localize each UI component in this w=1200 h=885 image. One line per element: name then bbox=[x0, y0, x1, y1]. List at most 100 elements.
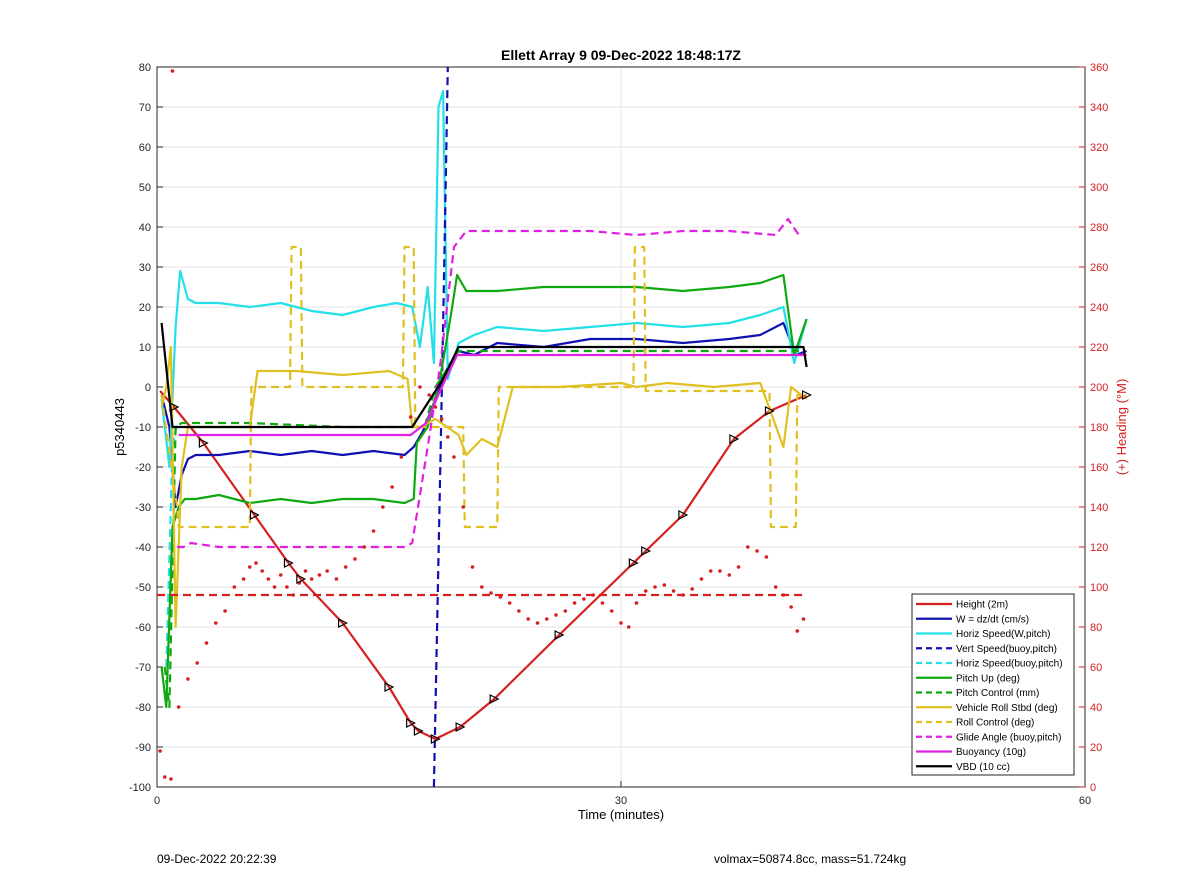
legend-label: Vert Speed(buoy,pitch) bbox=[956, 644, 1057, 655]
series-vehicle-roll-stbd-deg bbox=[160, 345, 808, 629]
y-axis-label: p5340443 bbox=[112, 398, 127, 456]
data-point bbox=[480, 585, 484, 589]
y2-tick-label: 80 bbox=[1090, 622, 1102, 634]
legend-label: W = dz/dt (cm/s) bbox=[956, 614, 1029, 625]
series-pitch-up-deg bbox=[160, 273, 808, 709]
data-point bbox=[708, 569, 713, 573]
y-axis-right: 0 20 40 60 80 100 120 140 160 180 200 220 240 260 280 3… bbox=[1079, 62, 1108, 794]
series-height-2m bbox=[159, 390, 808, 741]
y2-tick-label: 300 bbox=[1090, 182, 1108, 194]
data-point bbox=[572, 601, 577, 605]
y2-tick-label: 240 bbox=[1090, 302, 1108, 314]
y2-tick-label: 200 bbox=[1090, 382, 1108, 394]
legend-label: Horiz Speed(W,pitch) bbox=[956, 629, 1050, 640]
height-marker bbox=[764, 406, 775, 416]
series-vert-speed-buoy-pitch bbox=[432, 66, 449, 788]
data-point bbox=[643, 589, 648, 593]
data-point bbox=[626, 625, 631, 629]
data-point bbox=[186, 677, 190, 681]
x-tick-label: 60 bbox=[1079, 795, 1091, 807]
y-tick-label: 30 bbox=[139, 262, 151, 274]
data-point bbox=[204, 641, 209, 645]
y-tick-label: 50 bbox=[139, 182, 151, 194]
data-point bbox=[408, 415, 413, 419]
y2-tick-label: 0 bbox=[1090, 782, 1096, 794]
y2-tick-label: 220 bbox=[1090, 342, 1108, 354]
series-glide-angle-buoy-pitch bbox=[177, 217, 800, 549]
data-point bbox=[162, 775, 167, 779]
footer-params: volmax=50874.8cc, mass=51.724kg bbox=[714, 852, 907, 866]
data-point bbox=[718, 569, 722, 573]
data-point bbox=[699, 577, 704, 581]
data-point bbox=[353, 557, 357, 561]
series-roll-control-deg bbox=[160, 245, 807, 529]
data-point bbox=[325, 569, 329, 573]
data-point bbox=[764, 555, 769, 559]
data-point bbox=[554, 613, 558, 617]
data-point bbox=[303, 569, 308, 573]
series-buoyancy-10g bbox=[178, 353, 807, 437]
y2-tick-label: 340 bbox=[1090, 102, 1108, 114]
y-tick-label: 60 bbox=[139, 142, 151, 154]
data-point bbox=[170, 69, 175, 73]
data-point bbox=[223, 609, 227, 613]
y2-tick-label: 280 bbox=[1090, 222, 1108, 234]
data-point bbox=[461, 505, 466, 509]
data-point bbox=[248, 565, 252, 569]
data-point bbox=[309, 577, 314, 581]
data-point bbox=[736, 565, 741, 569]
y2-tick-label: 260 bbox=[1090, 262, 1108, 274]
data-point bbox=[609, 609, 614, 613]
height-marker bbox=[198, 438, 209, 448]
footer-timestamp: 09-Dec-2022 20:22:39 bbox=[157, 852, 277, 866]
data-point bbox=[169, 777, 173, 781]
height-marker bbox=[283, 558, 294, 568]
x-axis: 0 30 60 bbox=[154, 781, 1091, 807]
y-tick-label: 80 bbox=[139, 62, 151, 74]
height-marker bbox=[729, 434, 740, 444]
y-tick-label: 0 bbox=[145, 382, 151, 394]
legend-label: Roll Control (deg) bbox=[956, 718, 1034, 729]
legend-label: Buoyancy (10g) bbox=[956, 747, 1026, 758]
y-tick-label: 70 bbox=[139, 102, 151, 114]
data-point bbox=[381, 505, 385, 509]
y-tick-label: 40 bbox=[139, 222, 151, 234]
y-tick-label: -100 bbox=[129, 782, 151, 794]
data-point bbox=[418, 385, 422, 389]
data-point bbox=[600, 601, 605, 605]
data-point bbox=[278, 573, 283, 577]
data-point bbox=[452, 455, 456, 459]
data-point bbox=[195, 661, 200, 665]
height-marker bbox=[678, 510, 689, 520]
data-point bbox=[517, 609, 521, 613]
height-marker bbox=[169, 402, 180, 412]
height-marker bbox=[406, 718, 416, 728]
data-point bbox=[795, 629, 800, 633]
x-axis-label: Time (minutes) bbox=[578, 807, 664, 822]
series-vbd-10-cc bbox=[160, 322, 808, 429]
data-point bbox=[563, 609, 568, 613]
y2-tick-label: 320 bbox=[1090, 142, 1108, 154]
height-marker bbox=[554, 630, 565, 640]
x-tick-label: 30 bbox=[615, 795, 627, 807]
data-point bbox=[445, 435, 450, 439]
height-marker bbox=[413, 726, 424, 736]
height-marker bbox=[801, 390, 812, 400]
y2-axis-label: (+) Heading (°M) bbox=[1114, 379, 1129, 476]
data-point bbox=[433, 405, 438, 409]
y2-tick-label: 360 bbox=[1090, 62, 1108, 74]
series-heading-outlier bbox=[170, 69, 175, 73]
data-point bbox=[535, 621, 540, 625]
height-marker bbox=[338, 618, 348, 628]
legend-label: Glide Angle (buoy,pitch) bbox=[956, 732, 1061, 743]
y-tick-label: -60 bbox=[135, 622, 151, 634]
height-markers bbox=[169, 390, 812, 744]
legend-label: VBD (10 cc) bbox=[956, 762, 1010, 773]
legend-label: Pitch Up (deg) bbox=[956, 673, 1020, 684]
data-point bbox=[334, 577, 339, 581]
legend-label: Horiz Speed(buoy,pitch) bbox=[956, 659, 1063, 670]
y2-tick-label: 160 bbox=[1090, 462, 1108, 474]
height-marker bbox=[641, 546, 652, 556]
data-point bbox=[371, 529, 376, 533]
